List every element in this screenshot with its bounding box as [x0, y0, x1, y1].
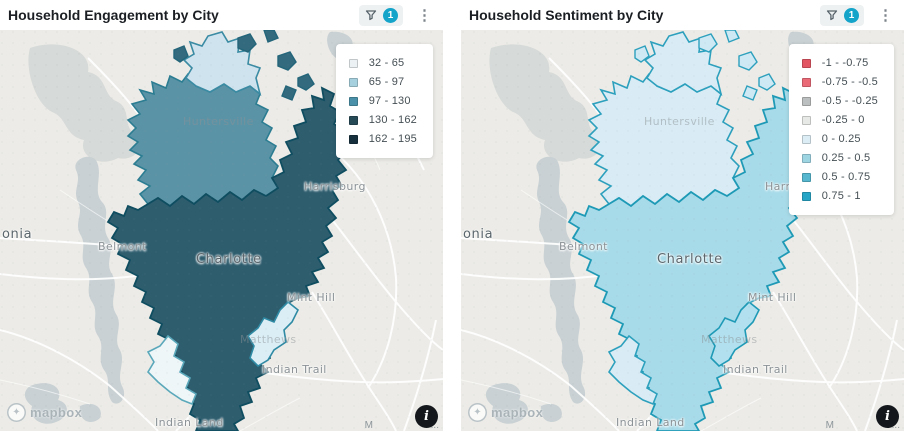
legend: 32 - 65 65 - 97 97 - 130 130 - 162 162 - 195	[335, 44, 433, 158]
panel-household-sentiment: Household Sentiment by City 1 ⋮	[461, 0, 904, 439]
filter-chip[interactable]: 1	[820, 4, 864, 26]
legend-item[interactable]: 0.5 - 0.75	[801, 171, 878, 183]
legend-item[interactable]: 0.75 - 1	[801, 190, 878, 202]
legend-item[interactable]: -0.5 - -0.25	[801, 95, 878, 107]
legend-swatch	[801, 134, 811, 144]
funnel-filter-icon	[825, 8, 839, 22]
legend-swatch	[801, 115, 811, 125]
legend-item[interactable]: -0.75 - -0.5	[801, 76, 878, 88]
legend-label: 97 - 130	[368, 95, 411, 107]
legend-label: 0 - 0.25	[821, 133, 861, 145]
filter-count-badge: 1	[383, 7, 398, 23]
legend: -1 - -0.75 -0.75 - -0.5 -0.5 - -0.25 -0.25 …	[788, 44, 894, 215]
legend-swatch	[801, 191, 811, 201]
panel-title: Household Sentiment by City	[469, 7, 664, 23]
filter-chip[interactable]: 1	[359, 4, 403, 26]
legend-item[interactable]: 162 - 195	[348, 133, 417, 145]
panel-header: Household Engagement by City 1 ⋮	[0, 0, 443, 30]
legend-swatch	[801, 153, 811, 163]
legend-label: 32 - 65	[368, 57, 405, 69]
legend-label: 0.5 - 0.75	[821, 171, 871, 183]
legend-label: -1 - -0.75	[821, 57, 869, 69]
info-button[interactable]: i	[876, 405, 899, 428]
legend-swatch	[348, 58, 358, 68]
legend-swatch	[801, 96, 811, 106]
mapbox-mark-icon: ✦	[468, 403, 487, 422]
mapbox-wordmark: mapbox	[491, 405, 544, 420]
legend-label: 0.75 - 1	[821, 190, 861, 202]
panel-header: Household Sentiment by City 1 ⋮	[461, 0, 904, 30]
legend-swatch	[348, 115, 358, 125]
mapbox-wordmark: mapbox	[30, 405, 83, 420]
kebab-menu-icon[interactable]: ⋮	[417, 6, 432, 24]
legend-item[interactable]: -0.25 - 0	[801, 114, 878, 126]
legend-item[interactable]: 65 - 97	[348, 76, 417, 88]
legend-label: 65 - 97	[368, 76, 405, 88]
legend-item[interactable]: 0 - 0.25	[801, 133, 878, 145]
legend-item[interactable]: 32 - 65	[348, 57, 417, 69]
region-huntersville[interactable]	[127, 73, 279, 207]
legend-swatch	[348, 134, 358, 144]
mapbox-mark-icon: ✦	[7, 403, 26, 422]
panel-household-engagement: Household Engagement by City 1 ⋮	[0, 0, 443, 439]
mapbox-logo[interactable]: ✦ mapbox	[468, 403, 543, 422]
header-controls: 1 ⋮	[359, 4, 435, 26]
legend-label: 130 - 162	[368, 114, 417, 126]
panel-title: Household Engagement by City	[8, 7, 219, 23]
header-controls: 1 ⋮	[820, 4, 896, 26]
funnel-filter-icon	[364, 8, 378, 22]
map-engagement: onia Belmont Harrisburg Huntersville Charlot…	[0, 30, 443, 431]
region-huntersville[interactable]	[588, 73, 740, 207]
kebab-menu-icon[interactable]: ⋮	[878, 6, 893, 24]
legend-label: -0.5 - -0.25	[821, 95, 878, 107]
legend-swatch	[348, 96, 358, 106]
legend-item[interactable]: 130 - 162	[348, 114, 417, 126]
legend-label: -0.75 - -0.5	[821, 76, 878, 88]
legend-item[interactable]: -1 - -0.75	[801, 57, 878, 69]
legend-swatch	[348, 77, 358, 87]
mapbox-logo[interactable]: ✦ mapbox	[7, 403, 82, 422]
legend-swatch	[801, 77, 811, 87]
legend-label: 162 - 195	[368, 133, 417, 145]
filter-count-badge: 1	[844, 7, 859, 23]
map-sentiment: oniaBelmontHarrisburgHuntersvilleCharlot…	[461, 30, 904, 431]
legend-label: -0.25 - 0	[821, 114, 865, 126]
legend-label: 0.25 - 0.5	[821, 152, 871, 164]
legend-item[interactable]: 97 - 130	[348, 95, 417, 107]
legend-swatch	[801, 58, 811, 68]
info-button[interactable]: i	[415, 405, 438, 428]
legend-item[interactable]: 0.25 - 0.5	[801, 152, 878, 164]
legend-swatch	[801, 172, 811, 182]
